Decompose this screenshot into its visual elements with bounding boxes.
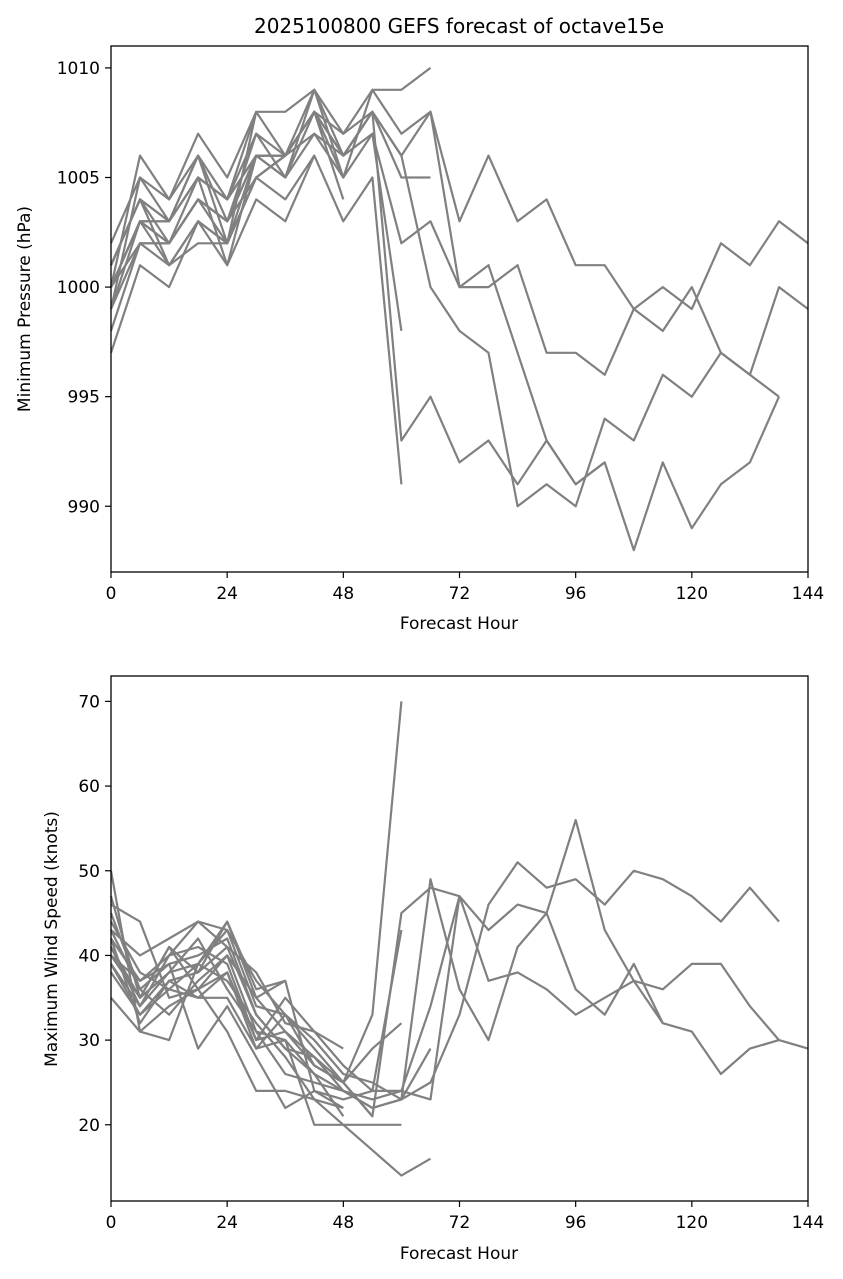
pressure-y-tick-label: 995 [68, 388, 100, 408]
wind-series-line-mem09 [109, 895, 403, 1084]
pressure-x-ticks: 0 24 48 72 96 120 144 [106, 572, 824, 604]
wind-x-tick-label: 0 [106, 1213, 117, 1233]
wind-x-tick-label: 96 [565, 1213, 587, 1233]
pressure-x-tick-label: 144 [792, 584, 824, 604]
wind-y-axis-label: Maximum Wind Speed (knots) [42, 811, 62, 1067]
pressure-series-line-mem09 [109, 154, 403, 485]
pressure-series-line-mem04 [109, 110, 781, 552]
chart-title: 2025100800 GEFS forecast of octave15e [254, 14, 664, 38]
pressure-y-axis-label: Minimum Pressure (hPa) [15, 206, 35, 412]
wind-x-tick-label: 72 [449, 1213, 471, 1233]
wind-y-tick-label: 60 [78, 777, 100, 797]
wind-series-line-mem04 [110, 878, 664, 1110]
wind-y-tick-label: 20 [78, 1116, 100, 1136]
pressure-y-tick-label: 1005 [57, 169, 100, 189]
pressure-series-line-mem06 [109, 67, 432, 244]
pressure-y-tick-label: 1000 [57, 278, 100, 298]
pressure-series-line-mem15 [109, 154, 286, 267]
pressure-axes-frame [110, 45, 809, 573]
wind-y-tick-label: 30 [78, 1031, 100, 1051]
pressure-series-line-mem07 [109, 110, 431, 266]
wind-y-tick-label: 50 [78, 862, 100, 882]
pressure-series-line-mem13 [110, 154, 316, 288]
wind-series-line-mem12 [109, 938, 374, 1118]
pressure-panel: 2025100800 GEFS forecast of octave15e 99… [15, 14, 824, 634]
pressure-x-tick-label: 72 [449, 584, 471, 604]
wind-series-layer [109, 701, 809, 1177]
pressure-x-axis-label: Forecast Hour [400, 614, 518, 634]
pressure-series-line-mem16 [109, 111, 258, 288]
wind-x-axis-label: Forecast Hour [400, 1244, 518, 1264]
pressure-series-line-mem05 [109, 110, 606, 486]
pressure-x-tick-label: 48 [333, 584, 355, 604]
pressure-x-tick-label: 96 [565, 584, 587, 604]
pressure-x-tick-label: 0 [106, 584, 117, 604]
pressure-x-tick-label: 120 [676, 584, 708, 604]
pressure-y-tick-label: 1010 [57, 59, 100, 79]
wind-x-tick-label: 120 [676, 1213, 708, 1233]
wind-x-tick-label: 48 [333, 1213, 355, 1233]
wind-x-ticks: 0 24 48 72 96 120 144 [106, 1201, 824, 1233]
pressure-y-tick-label: 990 [68, 497, 100, 517]
wind-panel: 20 30 40 50 60 70 0 24 48 72 96 120 144 Forecast Ho… [42, 675, 824, 1264]
wind-series-line-mem03 [110, 886, 809, 1118]
wind-y-tick-label: 70 [78, 692, 100, 712]
wind-y-tick-label: 40 [78, 946, 100, 966]
wind-series-line-mem15 [110, 988, 344, 1109]
wind-series-line-mem17 [110, 920, 286, 1016]
wind-series-line-mem08 [109, 701, 403, 1084]
wind-x-tick-label: 144 [792, 1213, 824, 1233]
pressure-y-ticks: 990 995 1000 1005 1010 [57, 59, 111, 517]
pressure-series-layer [109, 67, 809, 552]
pressure-series-line-mem03 [109, 110, 780, 508]
wind-y-ticks: 20 30 40 50 60 70 [78, 692, 111, 1136]
pressure-x-tick-label: 24 [216, 584, 238, 604]
wind-x-tick-label: 24 [216, 1213, 238, 1233]
wind-series-line-mem16 [110, 920, 344, 1050]
pressure-series-line-mem01 [109, 88, 809, 311]
pressure-series-line-mem12 [109, 111, 316, 267]
